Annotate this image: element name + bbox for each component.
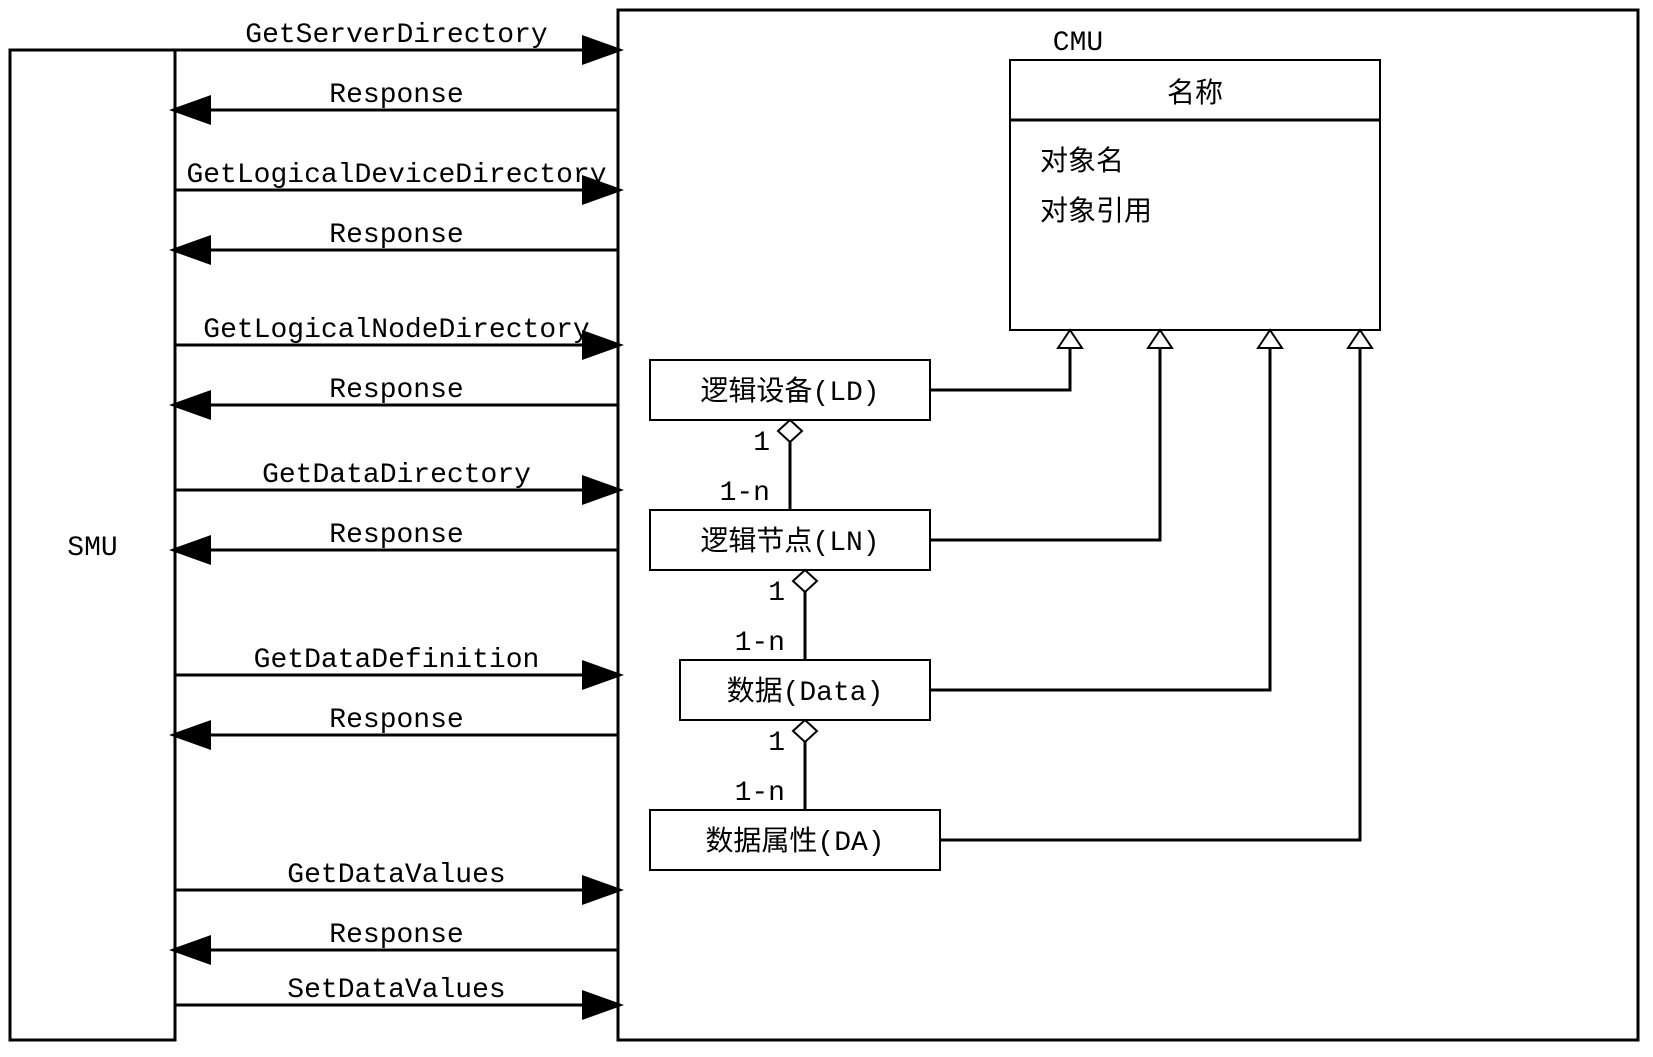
card-top-0: 1 [753,428,770,459]
node-label-ld: 逻辑设备(LD) [700,375,879,409]
message-label-9: Response [329,705,463,736]
message-label-8: GetDataDefinition [254,645,540,676]
inherit-triangle-ld [1058,330,1082,348]
inherit-triangle-data [1258,330,1282,348]
cmu-label: CMU [1053,28,1103,59]
message-label-11: Response [329,920,463,951]
message-label-5: Response [329,375,463,406]
diagram-canvas: SMU CMU GetServerDirectory Response GetLogic… [0,0,1653,1057]
message-label-10: GetDataValues [287,860,505,891]
inherit-link-data [930,348,1270,690]
message-label-6: GetDataDirectory [262,460,531,491]
card-top-1: 1 [768,578,785,609]
name-class-title: 名称 [1167,77,1223,111]
node-label-da: 数据属性(DA) [705,825,884,859]
card-bot-2: 1-n [735,778,785,809]
inherit-triangle-da [1348,330,1372,348]
message-label-2: GetLogicalDeviceDirectory [186,160,606,191]
node-label-ln: 逻辑节点(LN) [700,525,879,559]
name-class-attr-0: 对象名 [1040,145,1124,179]
message-label-1: Response [329,80,463,111]
message-label-7: Response [329,520,463,551]
card-top-2: 1 [768,728,785,759]
message-label-4: GetLogicalNodeDirectory [203,315,589,346]
agg-diamond-1 [793,570,817,592]
message-label-0: GetServerDirectory [245,20,547,51]
inherit-triangle-ln [1148,330,1172,348]
inherit-link-ln [930,348,1160,540]
message-label-12: SetDataValues [287,975,505,1006]
node-label-data: 数据(Data) [727,675,884,709]
smu-label: SMU [67,533,117,564]
agg-diamond-2 [793,720,817,742]
message-label-3: Response [329,220,463,251]
agg-diamond-0 [778,420,802,442]
name-class-attr-1: 对象引用 [1040,195,1152,229]
inherit-link-ld [930,348,1070,390]
inherit-link-da [940,348,1360,840]
card-bot-1: 1-n [735,628,785,659]
card-bot-0: 1-n [720,478,770,509]
